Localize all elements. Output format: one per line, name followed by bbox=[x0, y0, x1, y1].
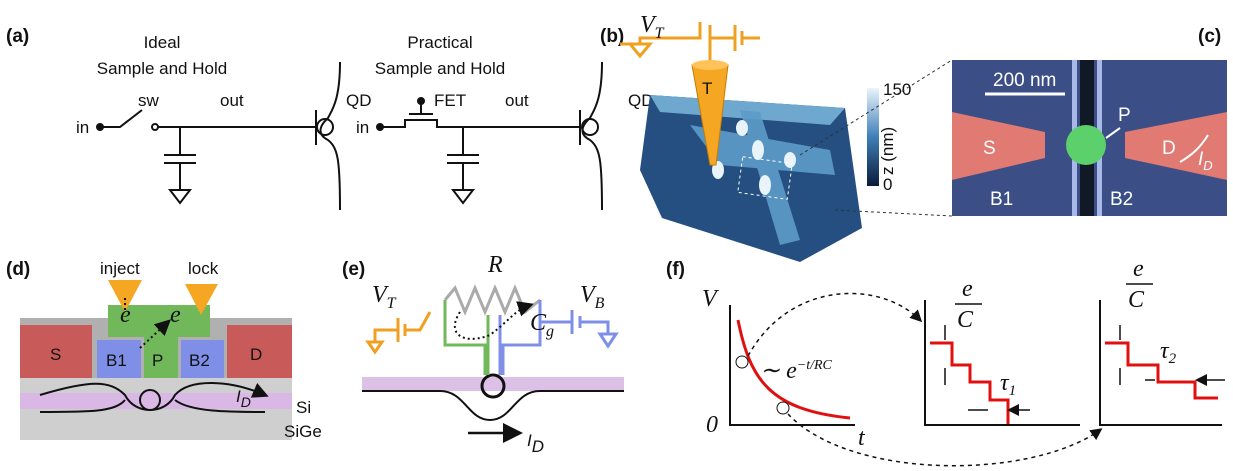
label: P bbox=[152, 351, 163, 370]
label: in bbox=[356, 118, 369, 137]
label: ID bbox=[527, 431, 544, 456]
label: P bbox=[1118, 105, 1131, 126]
electron: e bbox=[120, 302, 131, 328]
label: D bbox=[1162, 138, 1176, 159]
dot bbox=[140, 390, 160, 410]
tip-label: T bbox=[702, 79, 712, 98]
symbol: VT bbox=[372, 282, 397, 312]
text: ∼ e bbox=[760, 358, 797, 384]
fraction: C bbox=[957, 307, 974, 333]
label: lock bbox=[188, 259, 219, 278]
symbol: τ2 bbox=[1160, 338, 1177, 367]
text: D bbox=[1203, 158, 1212, 173]
label: SiGe bbox=[284, 422, 322, 441]
scale-label: 200 nm bbox=[993, 70, 1056, 91]
panel-b: (b) VT T 150 z (nm) 0 bbox=[600, 12, 952, 262]
axis-label: t bbox=[858, 425, 866, 451]
panel-label: (f) bbox=[666, 259, 685, 280]
label: in bbox=[76, 118, 89, 137]
axes bbox=[925, 300, 1080, 425]
circuit bbox=[377, 62, 602, 210]
text: T bbox=[655, 25, 665, 42]
label: B1 bbox=[106, 351, 127, 370]
text: 1 bbox=[1009, 383, 1017, 399]
text: −t/RC bbox=[797, 358, 833, 373]
label: QD bbox=[346, 91, 372, 110]
colorbar-label: 0 bbox=[883, 175, 892, 194]
title: Practical bbox=[407, 33, 472, 52]
text: B bbox=[595, 295, 605, 312]
panel-d: (d) inject lock e e S B1 P B2 D ID Si Si… bbox=[6, 259, 322, 441]
si-layer bbox=[362, 377, 624, 391]
potential bbox=[362, 391, 624, 420]
arrow bbox=[748, 293, 920, 356]
panel-e: (e) VT R Cg VB ID bbox=[342, 252, 624, 456]
label: B2 bbox=[1110, 189, 1133, 210]
plunger bbox=[1066, 125, 1106, 165]
panel-label: (e) bbox=[342, 259, 365, 280]
text: D bbox=[532, 437, 544, 456]
arrow bbox=[788, 414, 1100, 466]
marker bbox=[777, 402, 789, 414]
label: S bbox=[983, 138, 996, 159]
symbol: R bbox=[487, 252, 503, 278]
formula: ∼ e−t/RC bbox=[760, 358, 833, 384]
label: FET bbox=[434, 91, 466, 110]
circuit bbox=[97, 62, 340, 210]
text: C bbox=[530, 310, 547, 336]
label: B2 bbox=[189, 351, 210, 370]
subtitle: Sample and Hold bbox=[97, 59, 227, 78]
tip bbox=[692, 60, 728, 70]
electron: e bbox=[170, 302, 181, 328]
steps bbox=[930, 343, 1008, 424]
fraction: e bbox=[1133, 256, 1144, 282]
label: B1 bbox=[990, 189, 1013, 210]
fraction: e bbox=[962, 276, 973, 302]
symbol: VB bbox=[580, 282, 605, 312]
label: S bbox=[50, 345, 61, 364]
symbol: Cg bbox=[530, 310, 554, 340]
axis-label: V bbox=[702, 286, 719, 312]
marker bbox=[736, 356, 748, 368]
title: Ideal bbox=[144, 33, 181, 52]
text: 2 bbox=[1169, 351, 1177, 367]
fraction: C bbox=[1128, 287, 1145, 313]
label: out bbox=[505, 91, 529, 110]
label: D bbox=[250, 345, 262, 364]
label: out bbox=[220, 91, 244, 110]
colorbar-unit: z (nm) bbox=[878, 127, 897, 175]
text: D bbox=[241, 394, 251, 410]
label: sw bbox=[138, 91, 160, 110]
panel-a: (a) Ideal Sample and Hold in sw out QD P… bbox=[6, 26, 654, 210]
panel-label: (d) bbox=[6, 259, 30, 280]
arrow bbox=[945, 325, 1030, 410]
axis-label: 0 bbox=[706, 412, 718, 438]
subtitle: Sample and Hold bbox=[375, 59, 505, 78]
colorbar-label: 150 bbox=[883, 80, 911, 99]
figure: (a) Ideal Sample and Hold in sw out QD P… bbox=[0, 0, 1233, 471]
text: T bbox=[387, 295, 397, 312]
symbol: VT bbox=[640, 12, 665, 42]
symbol: τ1 bbox=[1000, 370, 1016, 399]
label: inject bbox=[100, 259, 140, 278]
tip-battery bbox=[368, 312, 430, 352]
label: Si bbox=[296, 398, 311, 417]
panel-label: (c) bbox=[1198, 26, 1221, 47]
text: g bbox=[546, 323, 554, 340]
resistor bbox=[445, 288, 540, 312]
panel-c: (c) 200 nm P S D ID B1 B2 bbox=[952, 26, 1227, 216]
panel-f: (f) V 0 t ∼ e−t/RC e C τ1 e C τ2 bbox=[666, 256, 1225, 466]
panel-label: (a) bbox=[6, 26, 29, 47]
